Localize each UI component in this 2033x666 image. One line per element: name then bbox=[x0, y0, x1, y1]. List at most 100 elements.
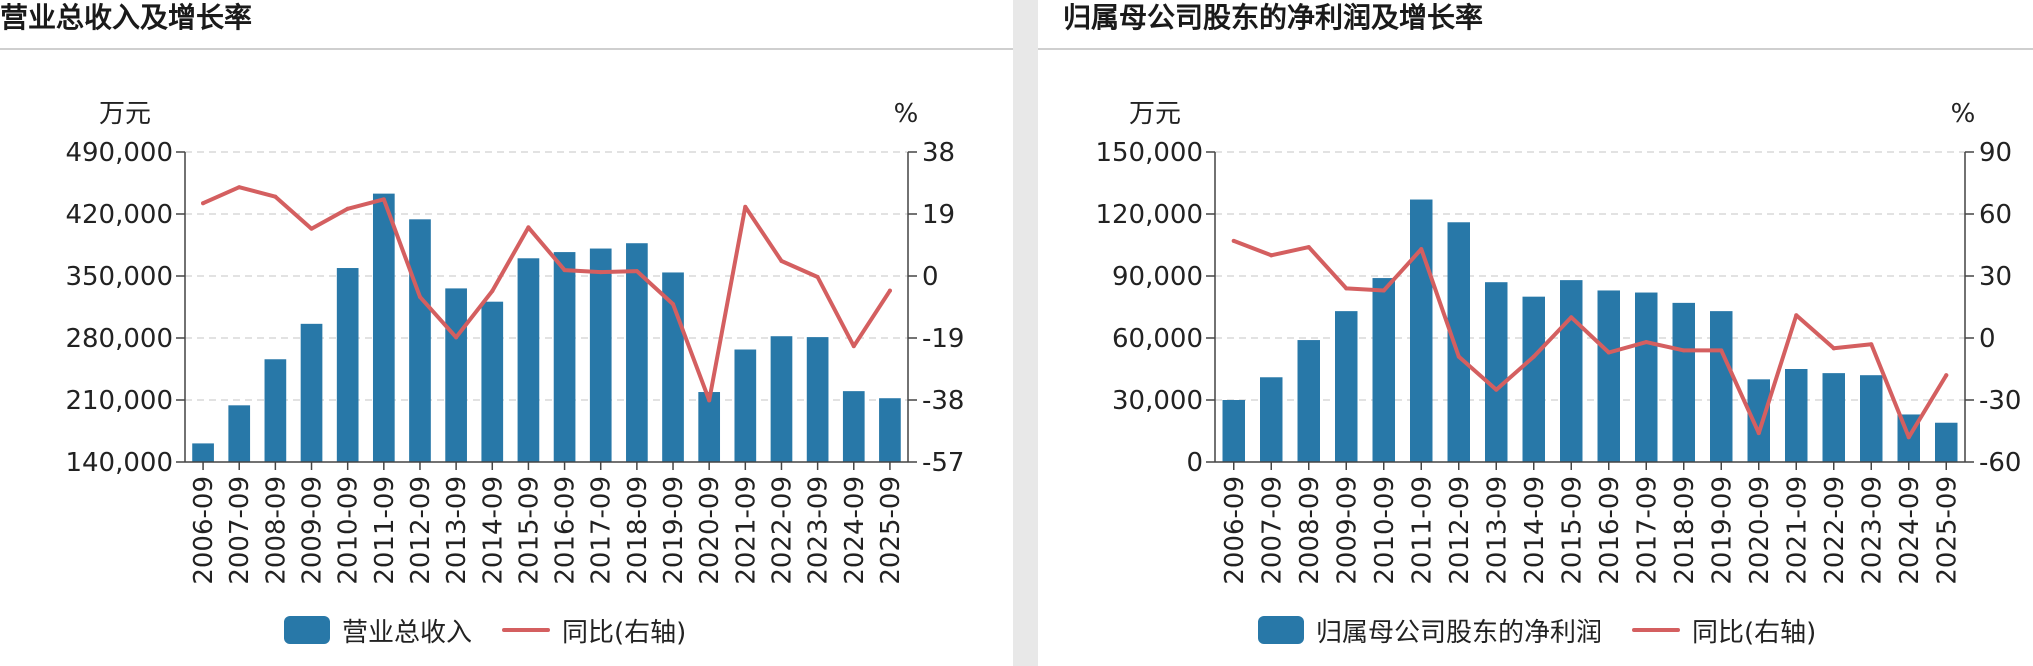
growth-point bbox=[707, 398, 712, 403]
right-tick-label: -60 bbox=[1979, 448, 2021, 478]
x-tick-label: 2012-09 bbox=[406, 476, 436, 585]
growth-point bbox=[1719, 348, 1724, 353]
growth-point bbox=[381, 197, 386, 202]
growth-point bbox=[1419, 247, 1424, 252]
legend-item-line[interactable]: 同比(右轴) bbox=[1632, 612, 1816, 649]
x-tick-label: 2006-09 bbox=[1220, 476, 1250, 585]
bar bbox=[1635, 292, 1658, 462]
bar bbox=[1785, 369, 1808, 462]
bar bbox=[553, 252, 576, 462]
growth-point bbox=[779, 258, 784, 263]
x-tick-label: 2008-09 bbox=[261, 476, 291, 585]
bar bbox=[1522, 296, 1545, 462]
x-tick-label: 2010-09 bbox=[334, 476, 364, 585]
bar bbox=[1747, 379, 1770, 462]
growth-point bbox=[1381, 288, 1386, 293]
x-tick-label: 2006-09 bbox=[189, 476, 219, 585]
x-tick-label: 2021-09 bbox=[731, 476, 761, 585]
legend-item-bar[interactable]: 营业总收入 bbox=[284, 612, 472, 649]
growth-point bbox=[815, 274, 820, 279]
x-tick-label: 2023-09 bbox=[1857, 476, 1887, 585]
growth-point bbox=[1531, 354, 1536, 359]
growth-point bbox=[201, 201, 206, 206]
legend-item-bar[interactable]: 归属母公司股东的净利润 bbox=[1258, 612, 1602, 649]
title-divider bbox=[1038, 48, 2033, 50]
x-tick-label: 2018-09 bbox=[1670, 476, 1700, 585]
bar bbox=[445, 288, 467, 462]
left-tick-label: 0 bbox=[1186, 448, 1203, 478]
x-tick-label: 2022-09 bbox=[1820, 476, 1850, 585]
bar bbox=[1672, 302, 1695, 462]
bar bbox=[1597, 290, 1620, 462]
x-tick-label: 2024-09 bbox=[1895, 476, 1925, 585]
growth-point bbox=[1756, 431, 1761, 436]
x-tick-label: 2016-09 bbox=[551, 476, 581, 585]
panel-title: 归属母公司股东的净利润及增长率 bbox=[1063, 1, 1484, 34]
bar bbox=[1560, 280, 1583, 462]
x-tick-label: 2017-09 bbox=[587, 476, 617, 585]
bar bbox=[481, 301, 504, 462]
right-tick-label: -19 bbox=[922, 324, 964, 354]
x-tick-label: 2013-09 bbox=[1482, 476, 1512, 585]
legend-item-line[interactable]: 同比(右轴) bbox=[502, 612, 686, 649]
growth-point bbox=[1456, 354, 1461, 359]
bar bbox=[409, 219, 431, 462]
bar bbox=[1710, 311, 1733, 462]
right-tick-label: -30 bbox=[1979, 386, 2021, 416]
bar bbox=[589, 248, 612, 462]
left-tick-label: 490,000 bbox=[65, 138, 173, 168]
growth-point bbox=[1681, 348, 1686, 353]
x-tick-label: 2009-09 bbox=[298, 476, 328, 585]
chart-legend[interactable]: 营业总收入 同比(右轴) bbox=[284, 612, 716, 648]
left-tick-label: 30,000 bbox=[1112, 386, 1203, 416]
right-tick-label: -38 bbox=[922, 386, 964, 416]
bar bbox=[734, 349, 757, 462]
bar bbox=[300, 323, 323, 462]
bar bbox=[1260, 377, 1283, 462]
bar bbox=[1485, 282, 1508, 462]
bar bbox=[336, 268, 359, 462]
growth-line bbox=[201, 185, 892, 403]
x-tick-label: 2012-09 bbox=[1445, 476, 1475, 585]
x-tick-label: 2023-09 bbox=[804, 476, 834, 585]
title-divider bbox=[0, 48, 1013, 50]
bar bbox=[842, 391, 865, 462]
x-tick-label: 2019-09 bbox=[1707, 476, 1737, 585]
x-tick-label: 2007-09 bbox=[1257, 476, 1287, 585]
left-tick-label: 280,000 bbox=[65, 324, 173, 354]
growth-point bbox=[1306, 245, 1311, 250]
growth-point bbox=[1906, 435, 1911, 440]
legend-label-line: 同比(右轴) bbox=[1692, 617, 1817, 648]
growth-point bbox=[1944, 373, 1949, 378]
bar bbox=[662, 272, 684, 462]
left-tick-label: 120,000 bbox=[1095, 200, 1203, 230]
bar bbox=[1297, 340, 1320, 462]
x-tick-label: 2024-09 bbox=[840, 476, 870, 585]
bar bbox=[1372, 278, 1395, 462]
legend-label-line: 同比(右轴) bbox=[562, 617, 687, 648]
x-tick-label: 2008-09 bbox=[1295, 476, 1325, 585]
growth-point bbox=[743, 204, 748, 209]
right-tick-label: 38 bbox=[922, 138, 955, 168]
bar bbox=[770, 336, 793, 462]
line-swatch-icon bbox=[502, 628, 551, 632]
growth-point bbox=[671, 302, 676, 307]
net-profit-chart: 150,000 90 120,000 60 90,000 30 60,000 0 30,000 -… bbox=[1095, 99, 2021, 585]
bar bbox=[1860, 375, 1883, 462]
growth-point bbox=[1569, 315, 1574, 320]
x-tick-label: 2020-09 bbox=[1745, 476, 1775, 585]
bar bbox=[192, 443, 214, 462]
x-tick-label: 2015-09 bbox=[514, 476, 544, 585]
left-axis-unit: 万元 bbox=[99, 99, 151, 129]
x-tick-label: 2009-09 bbox=[1332, 476, 1362, 585]
x-tick-label: 2013-09 bbox=[442, 476, 472, 585]
growth-point bbox=[598, 270, 603, 275]
x-tick-label: 2011-09 bbox=[1407, 476, 1437, 585]
x-tick-label: 2014-09 bbox=[1520, 476, 1550, 585]
bar-swatch-icon bbox=[284, 616, 330, 644]
left-axis-unit: 万元 bbox=[1129, 99, 1181, 129]
x-tick-label: 2020-09 bbox=[695, 476, 725, 585]
growth-point bbox=[237, 185, 242, 190]
chart-legend[interactable]: 归属母公司股东的净利润 同比(右轴) bbox=[1258, 612, 1846, 648]
